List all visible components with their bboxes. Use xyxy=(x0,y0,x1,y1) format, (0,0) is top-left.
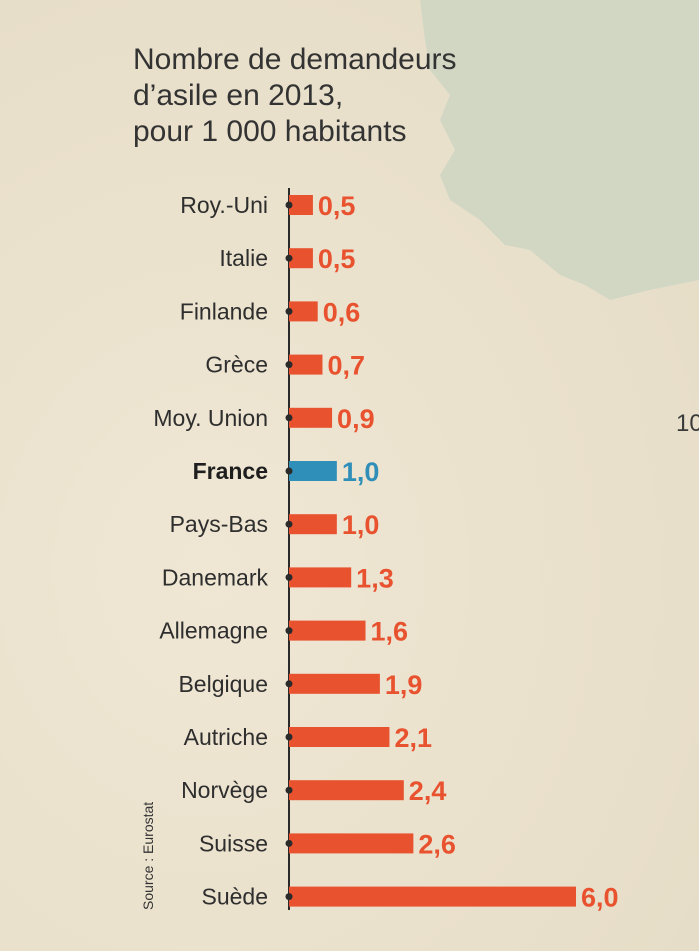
side-number: 10 xyxy=(676,410,699,437)
axis-tick-dot xyxy=(285,573,293,581)
bar xyxy=(289,620,366,641)
value-label: 2,4 xyxy=(409,776,447,806)
value-label: 0,9 xyxy=(337,404,375,434)
value-label: 2,6 xyxy=(418,829,456,859)
value-label: 6,0 xyxy=(581,883,619,913)
axis-tick-dot xyxy=(285,467,293,475)
bar xyxy=(289,301,318,322)
value-label: 1,6 xyxy=(371,617,409,647)
axis-tick-dot xyxy=(285,733,293,741)
bar xyxy=(289,407,333,428)
category-label: Moy. Union xyxy=(153,405,268,431)
category-label: Finlande xyxy=(180,298,268,324)
axis-tick-dot xyxy=(285,680,293,688)
bar xyxy=(289,567,352,588)
category-label: Belgique xyxy=(178,671,268,697)
chart-title-line-2: d’asile en 2013, xyxy=(133,79,344,112)
chart-title-line-1: Nombre de demandeurs xyxy=(133,43,457,76)
value-label: 1,0 xyxy=(342,457,380,487)
chart-title-line-3: pour 1 000 habitants xyxy=(133,115,407,148)
axis-tick-dot xyxy=(285,307,293,315)
category-label: Roy.-Uni xyxy=(180,192,268,218)
axis-tick-dot xyxy=(285,361,293,369)
axis-tick-dot xyxy=(285,839,293,847)
bar xyxy=(289,886,576,907)
bar xyxy=(289,833,414,854)
category-label: Danemark xyxy=(162,564,269,590)
bar xyxy=(289,727,390,747)
value-label: 1,0 xyxy=(342,510,380,540)
category-label: Suède xyxy=(201,884,268,910)
bar xyxy=(289,195,313,215)
category-label: Pays-Bas xyxy=(170,511,268,537)
axis-tick-dot xyxy=(285,254,293,262)
category-label: Allemagne xyxy=(159,618,268,644)
value-label: 1,3 xyxy=(356,563,394,593)
value-label: 0,6 xyxy=(323,297,361,327)
value-label: 0,5 xyxy=(318,244,356,274)
bar xyxy=(289,248,313,269)
axis-tick-dot xyxy=(285,627,293,635)
value-label: 0,5 xyxy=(318,191,356,221)
category-label: Italie xyxy=(219,245,268,271)
chart-title: Nombre de demandeurs d’asile en 2013, po… xyxy=(133,42,457,150)
bar xyxy=(289,514,337,535)
axis-tick-dot xyxy=(285,520,293,528)
axis-tick-dot xyxy=(285,414,293,422)
category-label: Grèce xyxy=(205,352,268,378)
axis-tick-dot xyxy=(285,786,293,794)
value-label: 2,1 xyxy=(394,723,432,753)
axis-tick-dot xyxy=(285,893,293,901)
axis-tick-dot xyxy=(285,201,293,209)
value-label: 0,7 xyxy=(327,351,365,381)
bar xyxy=(289,780,404,801)
category-label: Suisse xyxy=(199,830,268,856)
category-label: Autriche xyxy=(184,724,268,750)
bar xyxy=(289,461,337,481)
category-label: Norvège xyxy=(181,777,268,803)
value-label: 1,9 xyxy=(385,670,423,700)
bar xyxy=(289,354,323,375)
bar xyxy=(289,673,380,694)
category-label: France xyxy=(193,458,268,484)
